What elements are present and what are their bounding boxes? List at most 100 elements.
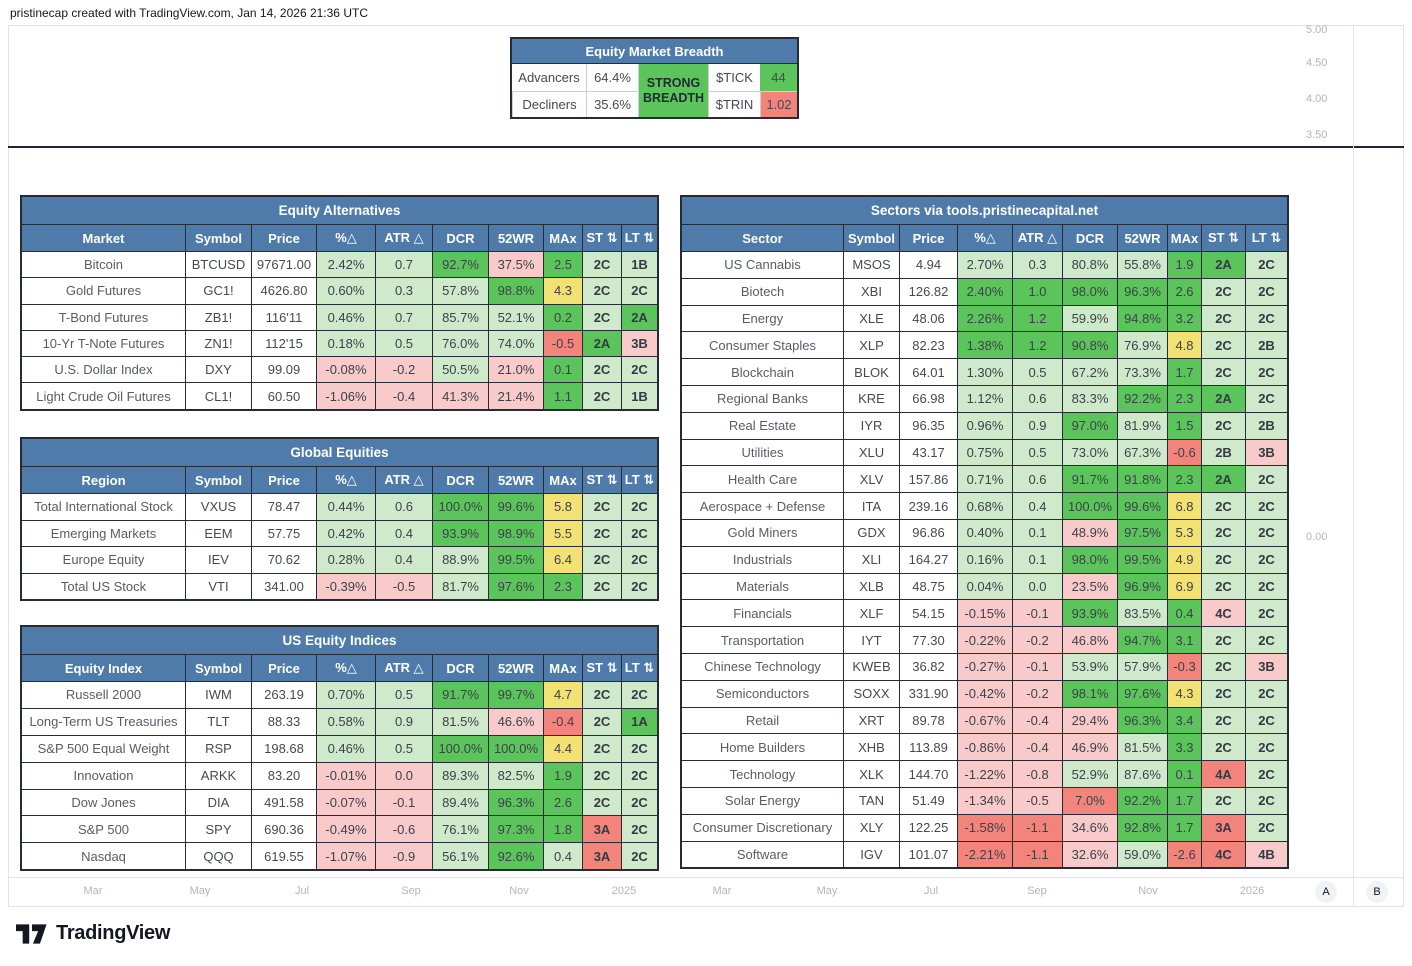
layout-a-button[interactable]: A (1315, 881, 1337, 903)
column-header: ATR △ (375, 224, 432, 251)
column-header: DCR (1062, 224, 1117, 251)
price-cell: 57.75 (251, 519, 316, 547)
symbol-cell: SOXX (843, 679, 899, 707)
price-cell: 54.15 (899, 599, 957, 627)
value-cell: 98.0% (1062, 277, 1117, 305)
row-label: Semiconductors (682, 679, 843, 707)
value-cell: -0.1 (1012, 599, 1062, 627)
column-header: ST ⇅ (1201, 224, 1245, 251)
value-cell: 0.1 (1012, 545, 1062, 573)
chart-frame (8, 25, 1404, 907)
value-cell: 81.5% (1117, 733, 1167, 761)
value-cell: 2.6 (543, 788, 582, 816)
price-cell: 144.70 (899, 760, 957, 787)
value-cell: 2C (621, 546, 657, 573)
table-row: Innovation ARKK 83.20 -0.01% 0.0 89.3% 82.5% 1.… (22, 761, 657, 789)
price-cell: 48.06 (899, 304, 957, 332)
table-row: Energy XLE 48.06 2.26% 1.2 59.9% 94.8% 3.2 2C 2C (682, 304, 1287, 332)
table-row: Transportation IYT 77.30 -0.22% -0.2 46.8% 94.… (682, 626, 1287, 653)
value-cell: 1.7 (1167, 358, 1201, 385)
value-cell: 52.1% (488, 303, 543, 330)
value-cell: 37.5% (488, 251, 543, 278)
row-label: T-Bond Futures (22, 303, 185, 330)
value-cell: 100.0% (432, 734, 488, 762)
row-label: Innovation (22, 761, 185, 789)
value-cell: 2C (1201, 518, 1245, 546)
column-header: Price (251, 466, 316, 493)
column-header: %△ (316, 654, 375, 681)
value-cell: 100.0% (488, 734, 543, 762)
value-cell: -0.9 (375, 842, 432, 870)
value-cell: -1.1 (1012, 840, 1062, 868)
value-cell: 98.0% (1062, 545, 1117, 573)
value-cell: 55.8% (1117, 251, 1167, 278)
value-cell: 97.6% (1117, 679, 1167, 707)
row-label: 10-Yr T-Note Futures (22, 329, 185, 357)
value-cell: 4.7 (543, 681, 582, 708)
value-cell: 2A (621, 303, 657, 330)
value-cell: 96.3% (1117, 277, 1167, 305)
value-cell: -0.4 (1012, 733, 1062, 761)
tradingview-logo: TradingView (16, 922, 170, 945)
value-cell: 82.5% (488, 761, 543, 789)
symbol-cell: XLI (843, 545, 899, 573)
table-row: Financials XLF 54.15 -0.15% -0.1 93.9% 83.5% 0.… (682, 599, 1287, 627)
value-cell: -0.01% (316, 761, 375, 789)
value-cell: 1.2 (1012, 304, 1062, 332)
value-cell: 1.9 (1167, 251, 1201, 278)
value-cell: 2C (582, 519, 621, 547)
table-row: Russell 2000 IWM 263.19 0.70% 0.5 91.7% 99.7% 4… (22, 681, 657, 708)
price-cell: 97671.00 (251, 251, 316, 278)
value-cell: 2C (582, 707, 621, 735)
value-cell: 4C (1201, 599, 1245, 627)
value-cell: 76.9% (1117, 331, 1167, 359)
value-cell: 0.6 (1012, 384, 1062, 412)
column-header: Price (251, 224, 316, 251)
value-cell: 6.8 (1167, 492, 1201, 519)
value-cell: 46.9% (1062, 733, 1117, 761)
row-label: Technology (682, 760, 843, 787)
value-cell: 0.1 (1012, 518, 1062, 546)
row-label: Russell 2000 (22, 681, 185, 708)
table-row: Light Crude Oil Futures CL1! 60.50 -1.06% -0… (22, 382, 657, 409)
value-cell: 5.3 (1167, 518, 1201, 546)
value-cell: 21.4% (488, 382, 543, 409)
value-cell: 0.2 (543, 303, 582, 330)
value-cell: 2C (1201, 706, 1245, 734)
layout-b-button[interactable]: B (1366, 881, 1388, 903)
value-cell: 2.26% (957, 304, 1012, 332)
value-cell: 29.4% (1062, 706, 1117, 734)
table-title: Sectors via tools.pristinecapital.net (682, 197, 1287, 224)
symbol-cell: VXUS (185, 493, 251, 520)
symbol-cell: ZB1! (185, 303, 251, 330)
value-cell: -0.6 (375, 815, 432, 843)
column-header-row: Region Symbol Price %△ ATR △ DCR 52WR MAx ST ⇅ LT… (22, 466, 657, 493)
column-header-row: Equity Index Symbol Price %△ ATR △ DCR 52WR MAx… (22, 654, 657, 681)
symbol-cell: ZN1! (185, 329, 251, 357)
value-cell: 1B (621, 382, 657, 409)
global-equities-table: Global Equities Region Symbol Price %△ ATR △ D… (20, 437, 659, 602)
row-label: S&P 500 Equal Weight (22, 734, 185, 762)
value-cell: 3B (1245, 652, 1287, 680)
row-label: Consumer Staples (682, 331, 843, 359)
price-cell: 126.82 (899, 277, 957, 305)
time-axis-label: May (816, 885, 838, 897)
value-cell: 2.42% (316, 251, 375, 278)
value-cell: 4A (1201, 760, 1245, 787)
value-cell: 46.8% (1062, 626, 1117, 653)
symbol-cell: GC1! (185, 277, 251, 304)
table-row: Utilities XLU 43.17 0.75% 0.5 73.0% 67.3% -0.6 2… (682, 438, 1287, 466)
value-cell: 2A (1201, 251, 1245, 278)
row-label: Solar Energy (682, 786, 843, 814)
value-cell: 92.6% (488, 842, 543, 870)
value-cell: 4.3 (1167, 679, 1201, 707)
value-cell: 0.46% (316, 303, 375, 330)
row-label: Real Estate (682, 411, 843, 439)
value-cell: -0.5 (1012, 786, 1062, 814)
value-cell: 0.6 (375, 493, 432, 520)
column-header: LT ⇅ (1245, 224, 1287, 251)
time-axis-year-label: 2026 (1239, 885, 1265, 897)
value-cell: 2C (1245, 304, 1287, 332)
value-cell: 2C (1201, 545, 1245, 573)
row-label: Bitcoin (22, 251, 185, 278)
